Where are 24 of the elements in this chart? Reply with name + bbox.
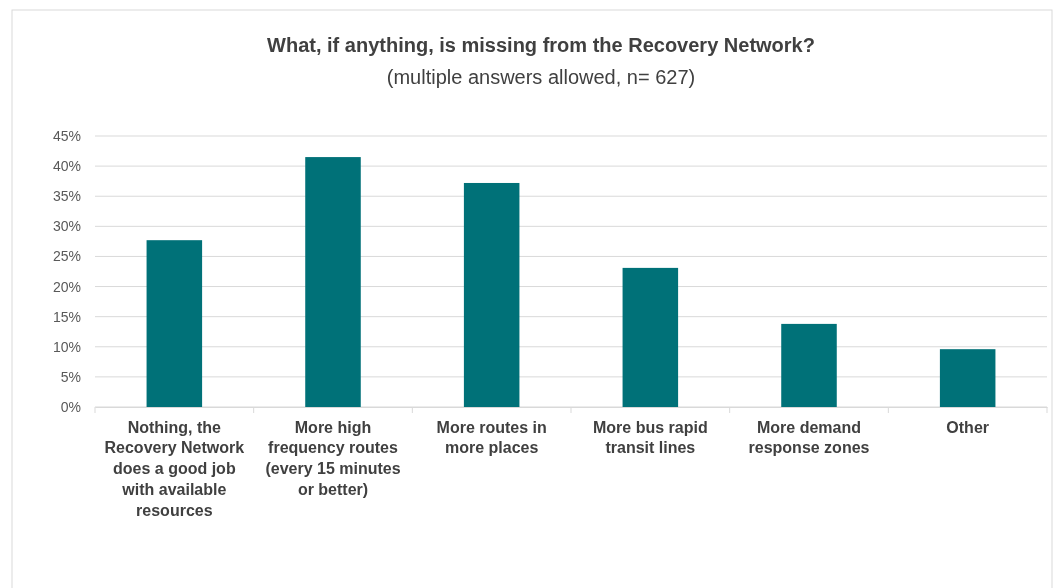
x-tick-label: More routes in more places: [436, 418, 547, 457]
bar: [305, 157, 361, 407]
bar: [939, 349, 996, 407]
y-tick-label: 5%: [60, 368, 81, 385]
y-tick-label: 45%: [52, 127, 81, 144]
x-tick-label: Other: [946, 418, 989, 436]
bar: [463, 182, 520, 407]
bar: [146, 240, 203, 407]
bar: [622, 267, 679, 407]
y-tick-label: 20%: [52, 278, 81, 295]
x-tick-label: More demand response zones: [748, 418, 870, 457]
chart-subtitle: (multiple answers allowed, n= 627): [386, 66, 696, 88]
y-tick-label: 25%: [52, 248, 81, 265]
y-tick-label: 40%: [52, 158, 81, 175]
y-tick-label: 15%: [52, 308, 81, 325]
bar: [781, 323, 837, 407]
x-tick-label: Nothing, the Recovery Network does a good job with available resources: [104, 418, 245, 519]
chart-title: What, if anything, is missing from the Recovery Network?: [267, 34, 815, 56]
y-tick-label: 30%: [52, 218, 81, 235]
y-tick-label: 0%: [60, 398, 81, 415]
y-tick-label: 10%: [52, 338, 81, 355]
x-tick-label: More bus rapid transit lines: [592, 418, 708, 457]
y-tick-label: 35%: [52, 188, 81, 205]
x-tick-label: More high frequency routes (every 15 minutes or better): [265, 418, 401, 498]
